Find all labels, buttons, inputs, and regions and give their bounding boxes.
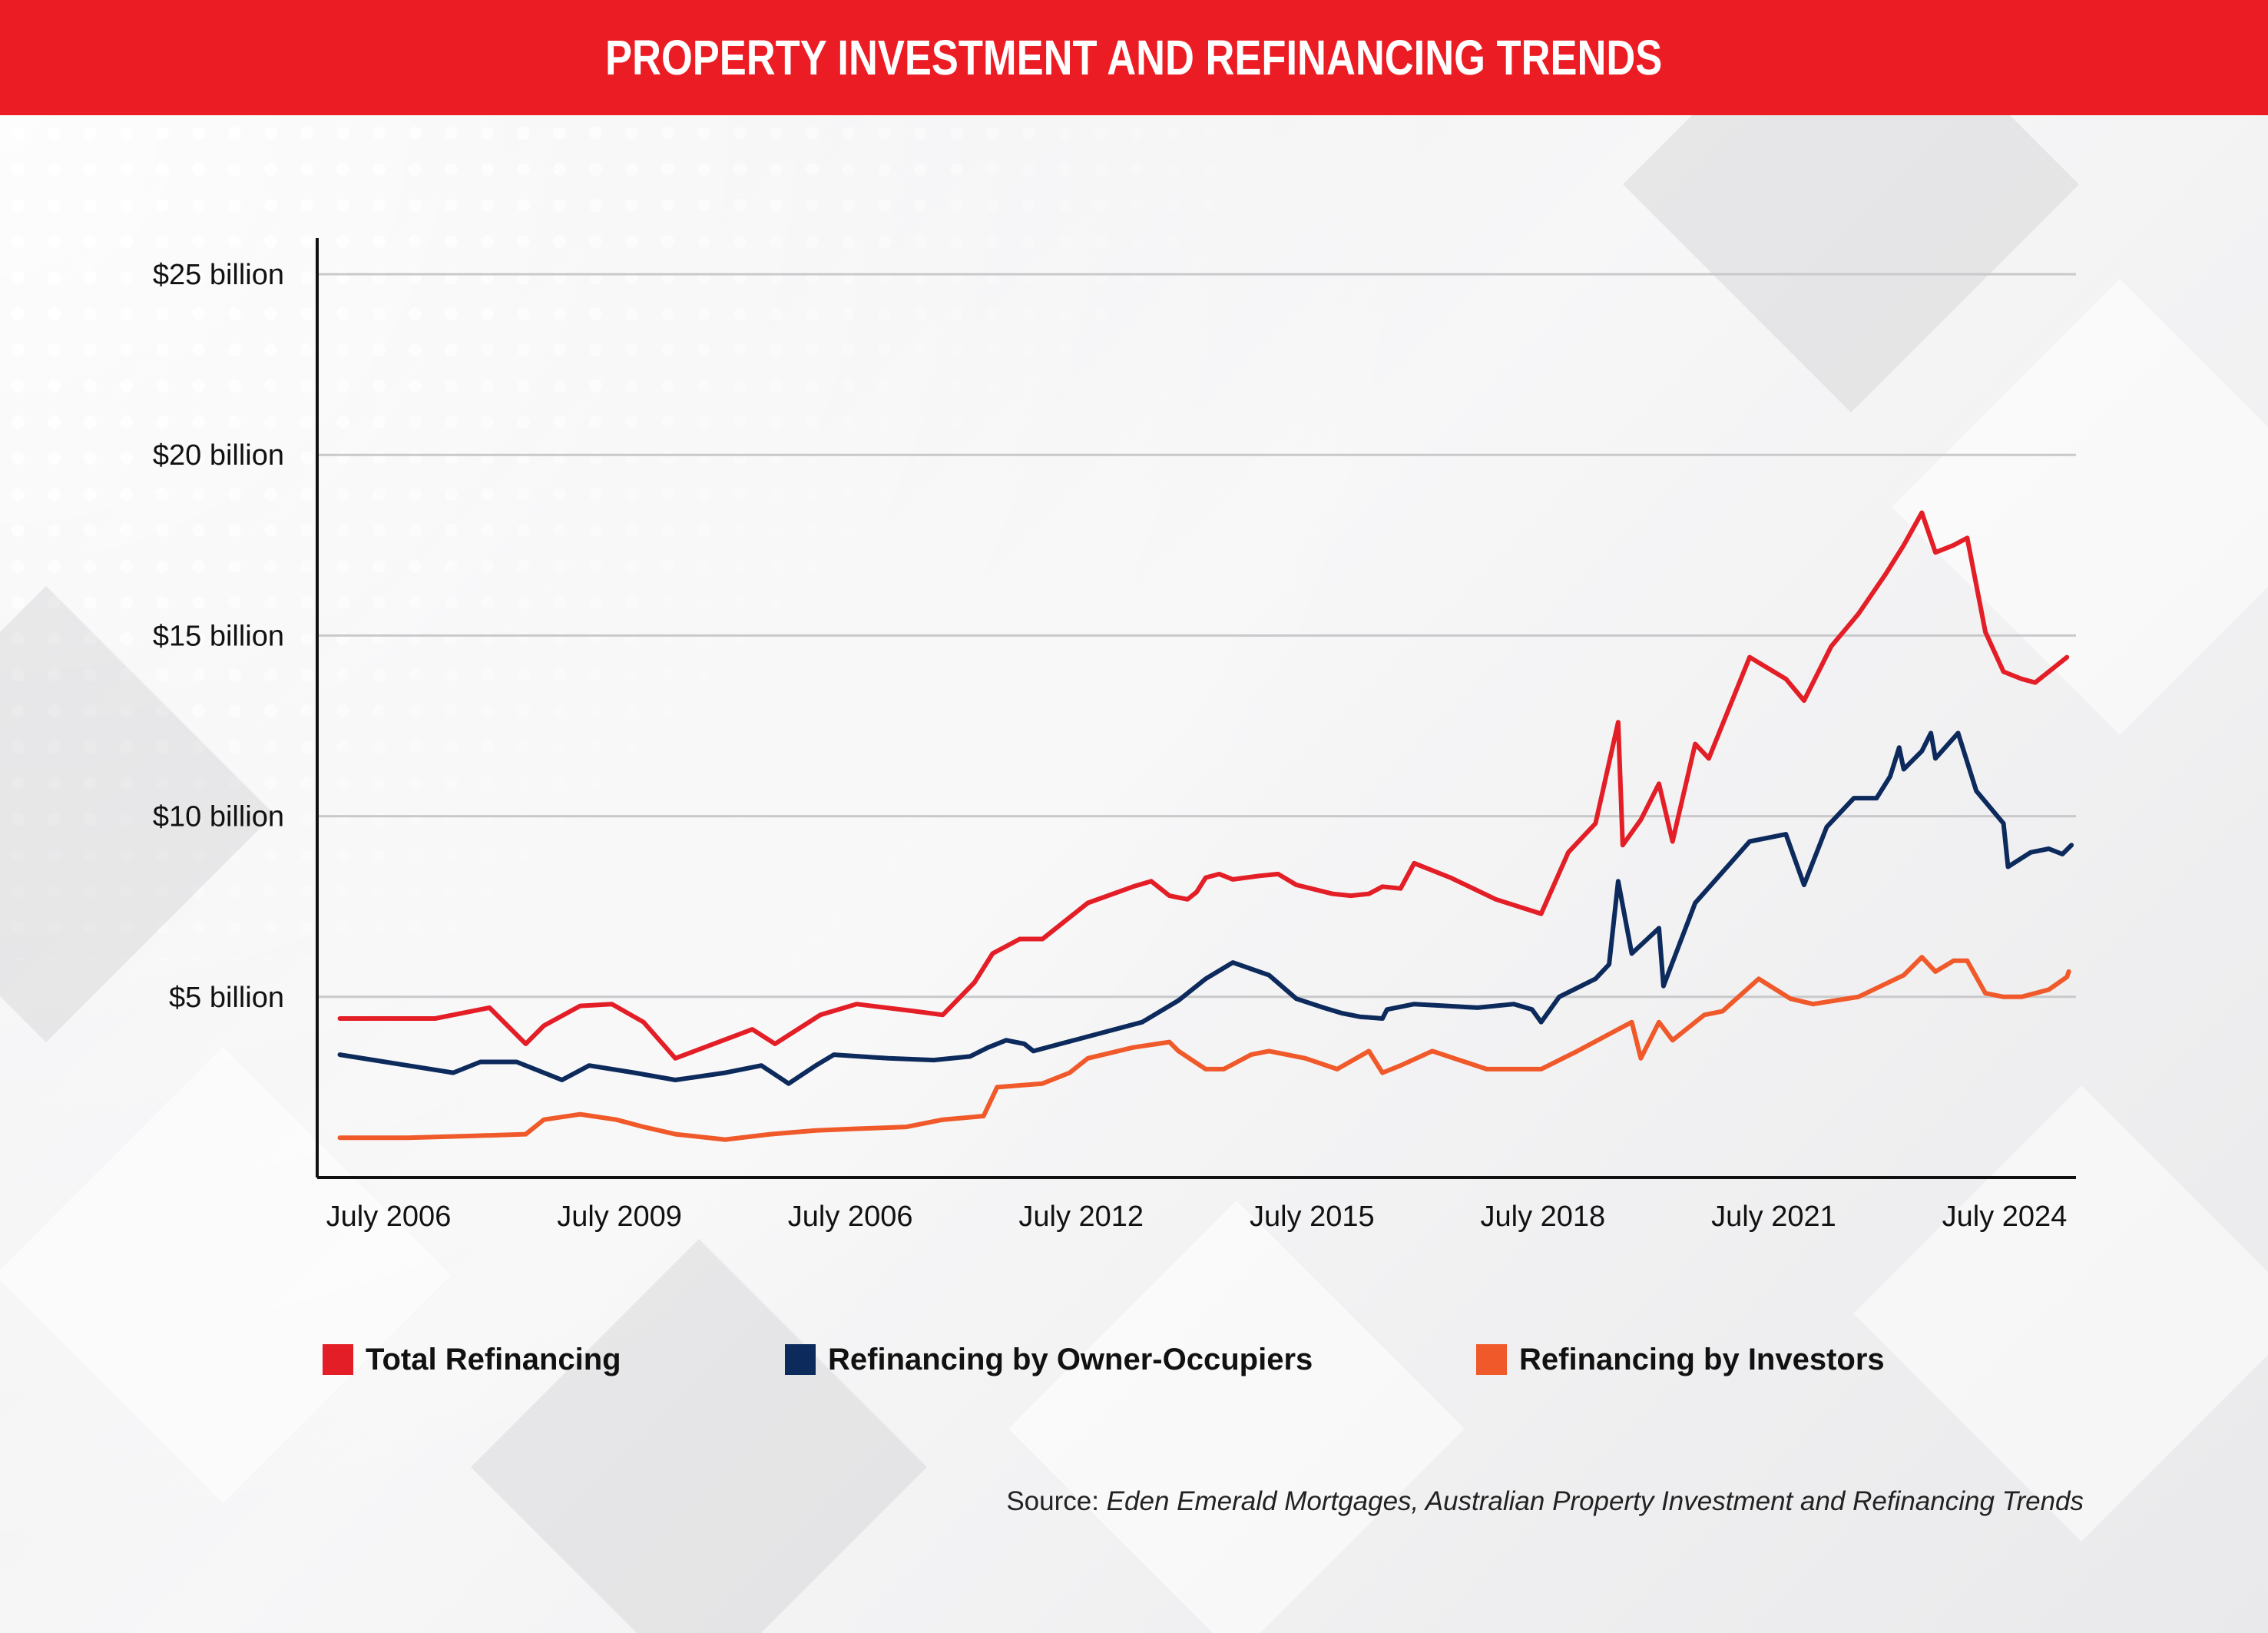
series-line-refinancing-by-owner-occupiers: [337, 730, 2074, 1086]
y-tick-label: $5 billion: [169, 982, 284, 1014]
legend-item-investors: Refinancing by Investors: [1476, 1337, 1885, 1383]
y-tick-label: $25 billion: [153, 259, 284, 291]
legend-swatch-total: [323, 1344, 353, 1375]
dot-pattern: [0, 115, 1229, 960]
series-line-total-refinancing: [337, 510, 2070, 1061]
legend-label-owner-occupiers: Refinancing by Owner-Occupiers: [828, 1342, 1313, 1376]
y-tick-label: $20 billion: [153, 439, 284, 472]
legend: Total Refinancing Refinancing by Owner-O…: [0, 1337, 2268, 1383]
x-tick-label: July 2015: [1250, 1201, 1375, 1233]
legend-swatch-investors: [1476, 1344, 1507, 1375]
x-tick-label: July 2018: [1481, 1201, 1606, 1233]
x-tick-label: July 2024: [1942, 1201, 2068, 1233]
legend-swatch-owner-occupiers: [785, 1344, 816, 1375]
y-tick-label: $15 billion: [153, 620, 284, 652]
legend-item-total: Total Refinancing: [323, 1337, 621, 1383]
page-title: PROPERTY INVESTMENT AND REFINANCING TREN…: [605, 30, 1663, 85]
y-tick-label: $10 billion: [153, 801, 284, 833]
x-tick-label: July 2009: [557, 1201, 682, 1233]
source-note: Source: Eden Emerald Mortgages, Australi…: [1006, 1486, 2084, 1517]
x-tick-label: July 2021: [1711, 1201, 1836, 1233]
legend-label-investors: Refinancing by Investors: [1519, 1342, 1885, 1376]
series-line-refinancing-by-investors: [337, 955, 2071, 1142]
header-banner: PROPERTY INVESTMENT AND REFINANCING TREN…: [0, 0, 2268, 115]
source-prefix: Source:: [1006, 1486, 1099, 1516]
source-text: Eden Emerald Mortgages, Australian Prope…: [1098, 1486, 2084, 1516]
x-tick-label: July 2012: [1018, 1201, 1144, 1233]
legend-label-total: Total Refinancing: [366, 1342, 621, 1376]
background: [0, 115, 2268, 1633]
x-tick-label: July 2006: [788, 1201, 913, 1233]
legend-item-owner-occupiers: Refinancing by Owner-Occupiers: [785, 1337, 1313, 1383]
x-tick-label: July 2006: [326, 1201, 452, 1233]
